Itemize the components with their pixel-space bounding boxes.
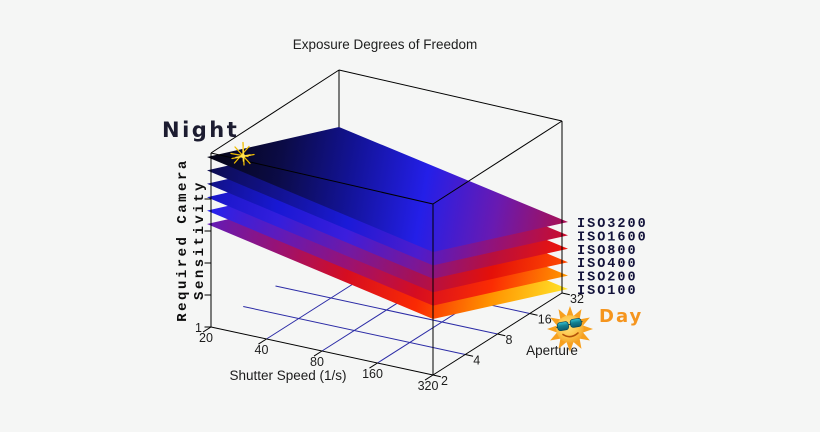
- aperture-tick-label: 16: [538, 313, 552, 327]
- iso-label-ISO3200: ISO3200: [577, 217, 648, 232]
- aperture-tick-label: 4: [473, 354, 480, 368]
- box-edge: [338, 69, 563, 122]
- sunglasses: [556, 318, 583, 332]
- plot-geometry: 20 40 80 160 320 2 4 8 16 32 1 ISO3200ISO1600ISO800…: [195, 69, 648, 393]
- axis-ticks: [202, 198, 570, 381]
- grid-line: [243, 306, 466, 355]
- x-tick-label: 320: [418, 379, 439, 393]
- aperture-tick: [465, 354, 474, 357]
- box-edge: [432, 120, 563, 205]
- x-tick: [369, 362, 378, 369]
- aperture-tick-label: 8: [506, 333, 513, 347]
- aperture-tick-label: 2: [441, 374, 448, 388]
- x-tick: [202, 326, 212, 333]
- iso-label-ISO400: ISO400: [577, 257, 638, 272]
- aperture-tick: [432, 374, 441, 378]
- aperture-tick: [561, 292, 570, 296]
- z-axis-label-line2: Sensitivity: [192, 180, 208, 300]
- x-tick-label: 160: [362, 367, 383, 381]
- aperture-tick: [497, 333, 506, 337]
- x-axis-label: Shutter Speed (1/s): [229, 368, 346, 383]
- iso-label-ISO200: ISO200: [577, 271, 638, 286]
- chart-title: Exposure Degrees of Freedom: [293, 37, 478, 52]
- night-label: Night: [162, 118, 239, 142]
- x-tick: [424, 374, 434, 381]
- iso-label-ISO100: ISO100: [577, 284, 638, 299]
- plot-icons: [230, 141, 593, 352]
- tick-labels: 20 40 80 160 320 2 4 8 16 32 1: [195, 292, 584, 393]
- sun-smile: [562, 332, 579, 338]
- sun-with-sunglasses-icon: [547, 306, 593, 352]
- aperture-tick-label: 32: [570, 292, 584, 306]
- x-tick-label: 20: [199, 331, 213, 345]
- z-tick-label: 1: [195, 321, 202, 335]
- aperture-tick: [529, 313, 538, 316]
- iso-label-ISO1600: ISO1600: [577, 230, 648, 245]
- aperture-axis-label: Aperture: [526, 343, 578, 358]
- box-edge: [210, 69, 340, 154]
- x-tick-label: 80: [310, 355, 324, 369]
- star-sparkle-icon: [230, 141, 255, 166]
- day-label: Day: [599, 306, 643, 327]
- x-tick: [313, 350, 323, 357]
- exposure-plane-ISO3200: [207, 127, 568, 252]
- x-tick-label: 40: [255, 343, 269, 357]
- iso-label-ISO800: ISO800: [577, 244, 638, 259]
- z-axis-label-line1: Required Camera: [175, 158, 191, 322]
- grid-line: [275, 285, 498, 335]
- x-tick: [258, 338, 267, 345]
